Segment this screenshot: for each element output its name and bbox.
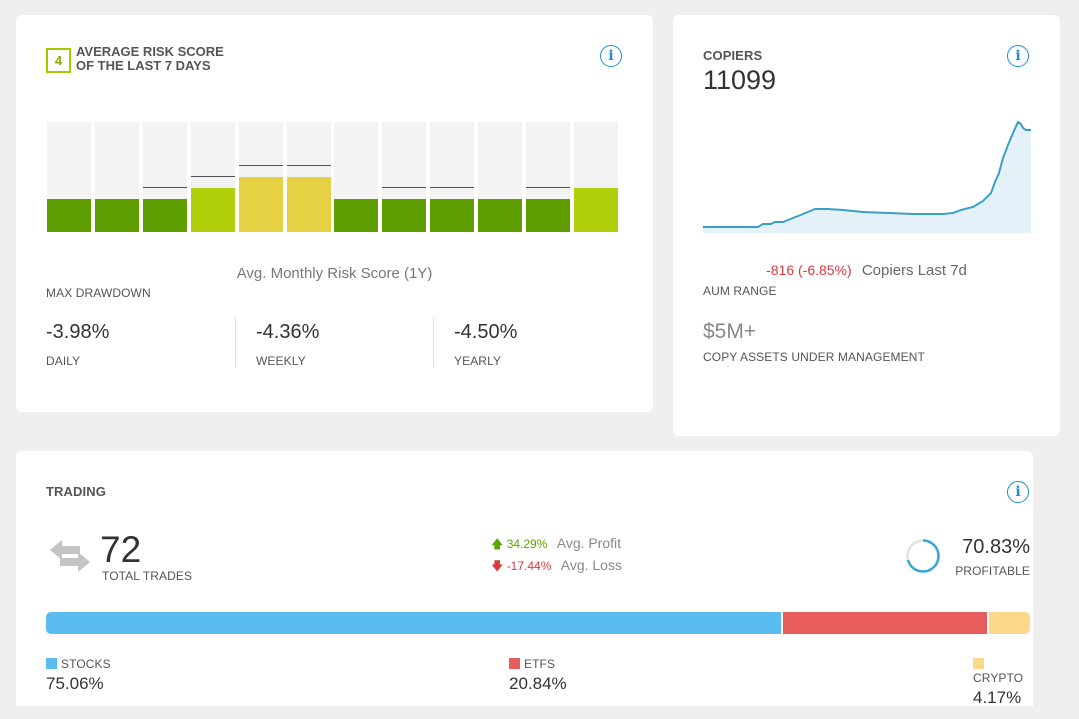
copiers-trend-line bbox=[703, 120, 1031, 228]
risk-bar-fill bbox=[526, 199, 570, 232]
total-trades-label: TOTAL TRADES bbox=[102, 569, 193, 583]
copiers-title: COPIERS bbox=[703, 48, 763, 63]
avg-monthly-risk-label: Avg. Monthly Risk Score (1Y) bbox=[236, 265, 433, 282]
drawdown-value: -4.50% bbox=[454, 321, 518, 343]
trading-card: TRADING i 72 TOTAL TRADES 🡅 34.29% Avg. … bbox=[16, 451, 1033, 708]
risk-bar-marker bbox=[382, 187, 427, 188]
risk-bar-fill bbox=[334, 199, 379, 232]
risk-bar-fill bbox=[47, 199, 91, 232]
risk-bar bbox=[190, 122, 235, 232]
drawdown-period: YEARLY bbox=[454, 354, 502, 368]
legend-crypto: CRYPTO 4.17% bbox=[973, 657, 1033, 708]
risk-bar bbox=[334, 122, 379, 232]
arrow-down-icon: 🡇 bbox=[491, 559, 504, 573]
risk-bar-fill bbox=[430, 199, 475, 232]
profitable-label: PROFITABLE bbox=[955, 564, 1030, 578]
risk-bar-marker bbox=[142, 187, 187, 188]
risk-bar-marker bbox=[190, 176, 235, 177]
drawdown-daily: -3.98% DAILY bbox=[46, 315, 110, 368]
risk-bar-marker bbox=[238, 165, 283, 166]
legend-label: CRYPTO bbox=[973, 671, 1024, 685]
copiers-change-value: -816 (-6.85%) bbox=[766, 262, 852, 278]
risk-bar-fill bbox=[478, 199, 523, 232]
risk-bar bbox=[238, 122, 283, 232]
info-icon[interactable]: i bbox=[600, 45, 622, 67]
avg-profit-value: 34.29% bbox=[506, 537, 548, 551]
risk-bar-marker bbox=[430, 187, 475, 188]
risk-bar-fill bbox=[382, 199, 427, 232]
risk-score-title: AVERAGE RISK SCORE OF THE LAST 7 DAYS bbox=[76, 44, 224, 73]
risk-bar-marker bbox=[526, 187, 570, 188]
trading-title: TRADING bbox=[46, 484, 106, 499]
profitable-ring bbox=[906, 539, 940, 573]
legend-value: 75.06% bbox=[46, 674, 104, 693]
risk-bar bbox=[526, 122, 570, 232]
info-icon[interactable]: i bbox=[1007, 481, 1029, 503]
drawdown-value: -4.36% bbox=[256, 321, 320, 343]
legend-value: 4.17% bbox=[973, 688, 1022, 707]
risk-score-card: 4 AVERAGE RISK SCORE OF THE LAST 7 DAYS … bbox=[16, 15, 653, 412]
copiers-trend-area bbox=[703, 122, 1031, 233]
risk-bar bbox=[430, 122, 475, 232]
copiers-card: COPIERS 11099 i -816 (-6.85%) Copiers La… bbox=[673, 15, 1060, 436]
risk-bar-fill bbox=[94, 199, 139, 232]
risk-bar bbox=[478, 122, 523, 232]
legend-stocks: STOCKS 75.06% bbox=[46, 657, 111, 694]
arrow-up-icon: 🡅 bbox=[491, 537, 504, 551]
copiers-change-row: -816 (-6.85%) Copiers Last 7d bbox=[673, 262, 1060, 279]
info-icon[interactable]: i bbox=[1007, 45, 1029, 67]
total-trades-value: 72 bbox=[100, 529, 142, 570]
drawdown-yearly: -4.50% YEARLY bbox=[454, 315, 518, 368]
aum-caption: COPY ASSETS UNDER MANAGEMENT bbox=[703, 350, 925, 364]
risk-bar bbox=[286, 122, 331, 232]
drawdown-weekly: -4.36% WEEKLY bbox=[256, 315, 320, 368]
etfs-swatch bbox=[509, 658, 520, 669]
risk-score-badge: 4 bbox=[46, 48, 71, 73]
risk-bar bbox=[142, 122, 187, 232]
avg-loss-value: -17.44% bbox=[506, 559, 552, 573]
profitable-ring-arc bbox=[906, 539, 940, 573]
risk-bar-marker bbox=[286, 165, 331, 166]
risk-bar-chart bbox=[47, 122, 620, 232]
allocation-segment-etfs bbox=[781, 612, 988, 634]
copiers-change-label: Copiers Last 7d bbox=[861, 262, 967, 279]
risk-bar bbox=[47, 122, 91, 232]
risk-bar-fill bbox=[190, 188, 235, 232]
drawdown-period: DAILY bbox=[46, 354, 81, 368]
risk-bar-fill bbox=[142, 199, 187, 232]
legend-label: STOCKS bbox=[61, 657, 111, 671]
allocation-bar bbox=[46, 612, 1030, 634]
risk-bar-fill bbox=[573, 188, 618, 232]
swap-arrows-icon bbox=[50, 540, 90, 572]
divider bbox=[235, 317, 236, 367]
risk-bar-fill bbox=[238, 177, 283, 232]
allocation-segment-crypto bbox=[987, 612, 1030, 634]
avg-loss-label: Avg. Loss bbox=[560, 557, 622, 573]
max-drawdown-label: MAX DRAWDOWN bbox=[46, 286, 151, 300]
risk-bar bbox=[573, 122, 618, 232]
aum-range-label: AUM RANGE bbox=[703, 284, 777, 298]
legend-etfs: ETFS 20.84% bbox=[509, 657, 567, 694]
drawdown-value: -3.98% bbox=[46, 321, 110, 343]
profitable-value: 70.83% bbox=[962, 536, 1030, 558]
avg-loss-row: 🡇 -17.44% Avg. Loss bbox=[491, 557, 622, 578]
drawdown-period: WEEKLY bbox=[256, 354, 306, 368]
copiers-count: 11099 bbox=[703, 65, 777, 95]
stocks-swatch bbox=[46, 658, 57, 669]
risk-bar bbox=[94, 122, 139, 232]
aum-value: $5M+ bbox=[703, 320, 757, 343]
legend-label: ETFS bbox=[524, 657, 556, 671]
avg-profit-row: 🡅 34.29% Avg. Profit bbox=[491, 535, 621, 556]
copiers-trend-chart bbox=[703, 120, 1031, 233]
divider bbox=[433, 317, 434, 367]
legend-value: 20.84% bbox=[509, 674, 567, 693]
allocation-segment-stocks bbox=[46, 612, 782, 634]
risk-bar-fill bbox=[286, 177, 331, 232]
risk-bar bbox=[382, 122, 427, 232]
avg-profit-label: Avg. Profit bbox=[556, 535, 622, 551]
crypto-swatch bbox=[973, 658, 984, 669]
